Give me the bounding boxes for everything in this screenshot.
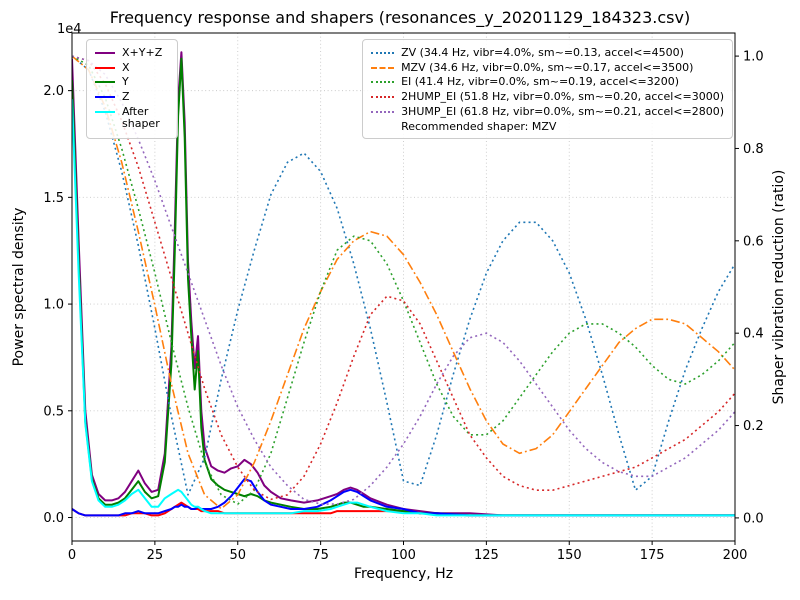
legend-item-label: EI (41.4 Hz, vibr=0.0%, sm~=0.19, accel<… bbox=[401, 75, 680, 89]
y-left-tick-label: 1.5 bbox=[43, 191, 64, 206]
x-tick-label: 200 bbox=[723, 548, 748, 563]
x-tick-label: 50 bbox=[229, 548, 246, 563]
legend-item: Y bbox=[95, 76, 169, 89]
legend-line-sample bbox=[371, 110, 395, 113]
y-axis-label-left: Power spectral density bbox=[11, 207, 27, 367]
legend-line-sample bbox=[95, 52, 115, 54]
legend-line-sample bbox=[371, 81, 395, 84]
legend-psd: X+Y+Z X Y Z After shaper bbox=[86, 39, 178, 139]
legend-item-label: X bbox=[122, 60, 130, 74]
series-ei bbox=[72, 55, 735, 505]
y-right-tick-label: 0.2 bbox=[743, 419, 764, 434]
y-axis-label-right: Shaper vibration reduction (ratio) bbox=[771, 169, 787, 405]
y-right-tick-label: 0.6 bbox=[743, 234, 764, 249]
y-right-tick-label: 1.0 bbox=[743, 50, 764, 65]
legend-line-sample bbox=[371, 66, 395, 69]
legend-item-label: ZV (34.4 Hz, vibr=4.0%, sm~=0.13, accel<… bbox=[401, 46, 684, 59]
chart-title: Frequency response and shapers (resonanc… bbox=[109, 8, 691, 27]
series-group bbox=[72, 51, 735, 517]
legend-item: Z bbox=[95, 89, 169, 104]
legend-line-sample bbox=[95, 95, 115, 98]
x-tick-label: 125 bbox=[474, 548, 499, 563]
y-axis-scale-offset: 1e4 bbox=[57, 22, 82, 37]
x-axis-label: Frequency, Hz bbox=[353, 566, 454, 582]
y-right-tick-label: 0.8 bbox=[743, 142, 764, 157]
x-tick-label: 175 bbox=[640, 548, 665, 563]
legend-item-label: X+Y+Z bbox=[122, 46, 163, 59]
legend-item-label: Z bbox=[122, 89, 130, 103]
legend-item: 2HUMP_EI (51.8 Hz, vibr=0.0%, sm~=0.20, … bbox=[371, 89, 724, 104]
x-tick-label: 150 bbox=[557, 548, 582, 563]
ticks: 0 25 50 75 100 125 150 175 200 0.0 0.5 1.0 1.5 2.0 0.0… bbox=[43, 50, 763, 563]
series-zv bbox=[72, 55, 735, 496]
x-tick-label: 25 bbox=[147, 548, 164, 563]
legend-item-label: After shaper bbox=[122, 104, 160, 131]
legend-line-sample bbox=[371, 95, 395, 98]
legend-item: ZV (34.4 Hz, vibr=4.0%, sm~=0.13, accel<… bbox=[371, 46, 724, 60]
legend-item: X bbox=[95, 60, 169, 75]
legend-line-sample bbox=[371, 52, 395, 54]
series-x-y-z bbox=[72, 51, 735, 517]
y-left-tick-label: 0.5 bbox=[43, 404, 64, 419]
series-2hump-ei bbox=[72, 55, 735, 501]
legend-item: MZV (34.6 Hz, vibr=0.0%, sm~=0.17, accel… bbox=[371, 60, 724, 75]
series-mzv bbox=[72, 55, 735, 510]
series-z bbox=[72, 478, 735, 517]
legend-item-label: 2HUMP_EI (51.8 Hz, vibr=0.0%, sm~=0.20, … bbox=[401, 89, 724, 103]
legend-line-sample bbox=[95, 81, 115, 84]
y-left-tick-label: 2.0 bbox=[43, 84, 64, 99]
legend-item: EI (41.4 Hz, vibr=0.0%, sm~=0.19, accel<… bbox=[371, 76, 724, 89]
y-right-tick-label: 0.0 bbox=[743, 511, 764, 526]
series-after-shaper bbox=[72, 99, 735, 517]
legend-item: X+Y+Z bbox=[95, 46, 169, 60]
y-left-tick-label: 0.0 bbox=[43, 511, 64, 526]
legend-shapers: ZV (34.4 Hz, vibr=4.0%, sm~=0.13, accel<… bbox=[362, 39, 733, 140]
legend-item-label: MZV (34.6 Hz, vibr=0.0%, sm~=0.17, accel… bbox=[401, 60, 694, 74]
legend-line-sample bbox=[95, 66, 115, 69]
legend-item-label: 3HUMP_EI (61.8 Hz, vibr=0.0%, sm~=0.21, … bbox=[401, 104, 724, 118]
x-tick-label: 0 bbox=[68, 548, 76, 563]
y-right-tick-label: 0.4 bbox=[743, 327, 764, 342]
legend-item: After shaper bbox=[95, 104, 169, 131]
x-tick-label: 75 bbox=[312, 548, 329, 563]
recommended-shaper-note: Recommended shaper: MZV bbox=[401, 120, 557, 134]
legend-line-sample bbox=[95, 110, 115, 113]
y-left-tick-label: 1.0 bbox=[43, 298, 64, 313]
legend-item-label: Y bbox=[122, 75, 129, 89]
x-tick-label: 100 bbox=[391, 548, 416, 563]
legend-item: 3HUMP_EI (61.8 Hz, vibr=0.0%, sm~=0.21, … bbox=[371, 104, 724, 119]
